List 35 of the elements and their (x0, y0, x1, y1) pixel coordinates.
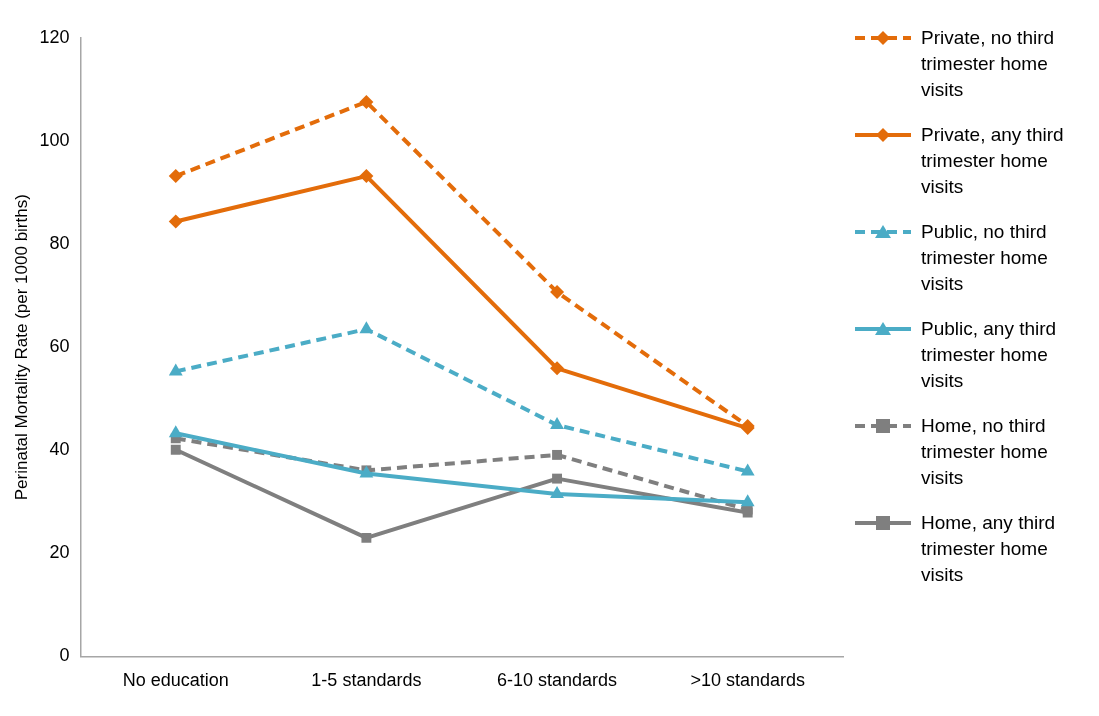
legend-label: Home, no third trimester home visits (921, 414, 1049, 490)
point (550, 361, 565, 376)
y-tick-label: 120 (39, 26, 70, 47)
x-tick-label: 1-5 standards (311, 670, 422, 691)
y-tick-label: 80 (49, 233, 70, 254)
point (740, 494, 755, 507)
legend-label: Public, no third trimester home visits (921, 220, 1049, 296)
legend-label: Home, any third trimester home visits (921, 511, 1057, 587)
x-tick-label: 6-10 standards (497, 670, 618, 691)
x-tick-label: No education (122, 670, 229, 691)
legend-label: Private, no third trimester home visits (921, 26, 1056, 102)
point (359, 94, 374, 109)
point (550, 285, 565, 300)
y-tick-label: 60 (49, 336, 70, 357)
point (552, 473, 562, 484)
y-axis-title: Perinatal Mortality Rate (per 1000 births) (11, 194, 31, 501)
x-tick-label: >10 standards (690, 670, 805, 691)
legend-label: Public, any third trimester home visits (921, 317, 1058, 393)
y-tick-label: 20 (49, 542, 70, 563)
point (170, 444, 181, 455)
point (361, 532, 372, 543)
legend-label: Private, any third trimester home visits (921, 123, 1065, 199)
y-tick-label: 40 (49, 439, 70, 460)
point (168, 169, 183, 184)
point (359, 169, 374, 184)
point (168, 214, 183, 229)
point (168, 363, 183, 376)
y-tick-label: 100 (39, 130, 70, 151)
point (550, 486, 564, 499)
point (359, 321, 374, 334)
y-tick-label: 0 (59, 645, 70, 666)
point (550, 417, 564, 430)
point (168, 425, 183, 438)
point (552, 449, 562, 460)
point (740, 463, 755, 476)
